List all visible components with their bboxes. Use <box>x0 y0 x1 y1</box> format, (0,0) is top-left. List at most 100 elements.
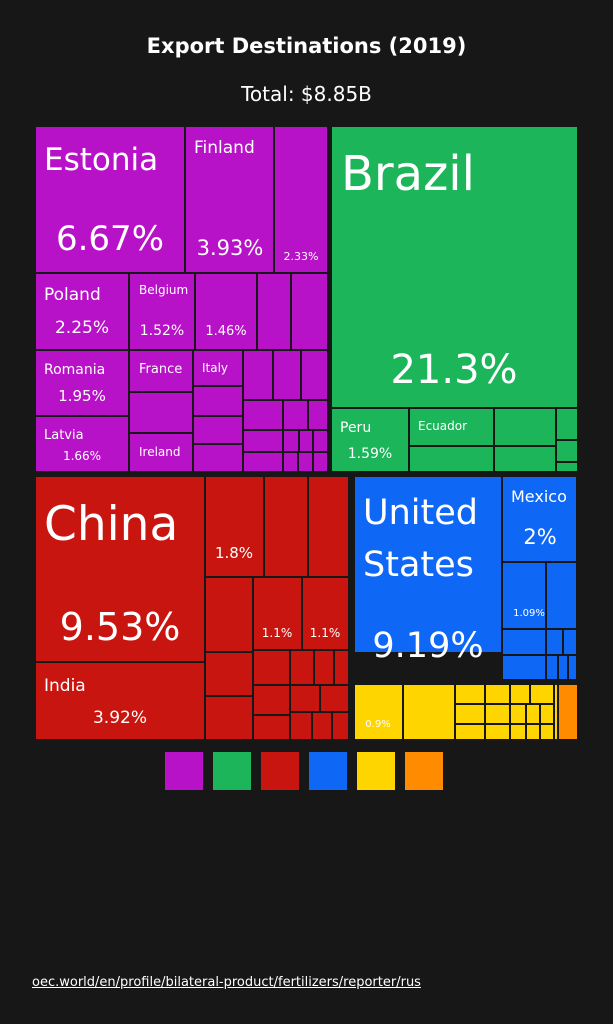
treemap-tile-small <box>312 451 329 473</box>
tile-label: Ecuador <box>418 419 467 433</box>
treemap-tile <box>273 125 329 274</box>
treemap-tile <box>34 415 130 473</box>
tile-value: 9.53% <box>60 605 181 649</box>
tile-value: 1.59% <box>348 446 392 462</box>
treemap-tile <box>301 576 350 651</box>
treemap-tile-small <box>331 711 350 741</box>
treemap-tile <box>330 407 410 473</box>
treemap-tile <box>34 661 206 741</box>
treemap-tile-small <box>204 651 254 697</box>
tile-label: India <box>44 676 86 696</box>
tile-label: Belgium <box>139 283 188 297</box>
treemap-tile-small <box>242 429 284 453</box>
tile-value: 2.25% <box>55 318 109 338</box>
treemap-tile-small <box>555 407 579 441</box>
treemap-tile-small <box>307 475 350 578</box>
tile-value: 0.9% <box>365 719 390 730</box>
legend-swatch[interactable] <box>357 752 395 790</box>
tile-value: 1.46% <box>205 324 246 339</box>
tile-label: China <box>44 497 178 552</box>
treemap-tile <box>353 475 503 654</box>
tile-value: 2% <box>523 525 556 549</box>
treemap-tile <box>501 561 547 630</box>
treemap-tile <box>330 125 579 409</box>
tile-value: 1.09% <box>513 608 545 619</box>
legend-swatch[interactable] <box>165 752 203 790</box>
chart-subtitle: Total: $8.85B <box>241 82 372 106</box>
tile-label: Estonia <box>44 142 158 178</box>
treemap-tile-small <box>529 683 555 705</box>
treemap-tile-small <box>545 654 559 681</box>
tile-label: Brazil <box>341 146 475 202</box>
treemap-tile <box>204 475 265 578</box>
treemap-tile-small <box>192 415 244 445</box>
treemap-tile-small <box>493 407 557 447</box>
treemap-tile-small <box>192 385 244 417</box>
treemap-tile <box>128 272 196 351</box>
tile-value: 1.95% <box>58 387 106 405</box>
treemap-tile-small <box>319 684 350 713</box>
legend-swatch[interactable] <box>213 752 251 790</box>
treemap-tile-small <box>298 429 314 453</box>
legend-swatch[interactable] <box>405 752 443 790</box>
treemap-tile-small <box>282 451 299 473</box>
tile-value: 3.93% <box>197 236 264 260</box>
treemap-tile-small <box>311 711 333 741</box>
source-link[interactable]: oec.world/en/profile/bilateral-product/f… <box>32 975 421 990</box>
treemap-tile-small <box>555 439 579 463</box>
treemap-tile-small <box>300 349 329 401</box>
treemap-tile-small <box>263 475 309 578</box>
treemap-tile-small <box>289 649 315 686</box>
treemap-tile-small <box>408 445 495 473</box>
tile-label: Italy <box>202 361 228 375</box>
treemap-tile-small <box>252 684 291 716</box>
treemap-chart: Estonia 6.67% Finland 3.93% 2.33% Poland 2.25%… <box>34 125 579 741</box>
treemap-tile <box>128 349 194 393</box>
treemap-tile <box>192 349 244 387</box>
treemap-tile-small <box>289 684 321 713</box>
tile-label: Peru <box>340 420 371 436</box>
treemap-tile-small <box>313 649 335 686</box>
chart-title: Export Destinations (2019) <box>146 34 467 58</box>
treemap-tile <box>184 125 275 274</box>
tile-label: France <box>139 362 182 377</box>
treemap-tile-small <box>242 399 284 431</box>
treemap-tile-small <box>545 561 578 630</box>
tile-label: Finland <box>194 138 255 158</box>
treemap-tile-small <box>484 683 511 705</box>
legend <box>165 752 443 790</box>
treemap-tile-small <box>402 683 456 741</box>
treemap-tile-small <box>312 429 329 453</box>
treemap-tile-small <box>557 654 569 681</box>
treemap-tile-small <box>307 399 329 431</box>
tile-value: 1.66% <box>63 449 101 463</box>
treemap-tile-small <box>545 628 564 656</box>
treemap-tile-small <box>567 654 578 681</box>
treemap-tile-small <box>204 576 254 653</box>
treemap-tile-small <box>192 443 244 473</box>
treemap-tile <box>408 407 495 447</box>
treemap-tile-small <box>282 399 309 431</box>
treemap-tile-small <box>454 723 486 741</box>
tile-value: 9.19% <box>372 626 483 666</box>
tile-value: 3.92% <box>93 708 147 728</box>
treemap-tile <box>34 349 130 417</box>
tile-value: 1.52% <box>140 323 184 339</box>
treemap-tile <box>353 683 404 741</box>
treemap-tile-small <box>333 649 350 686</box>
treemap-tile-small <box>501 628 547 656</box>
treemap-tile <box>34 475 206 663</box>
legend-swatch[interactable] <box>261 752 299 790</box>
treemap-tile-small <box>493 445 557 473</box>
treemap-tile-small <box>484 723 511 741</box>
tile-value: 21.3% <box>390 347 517 393</box>
tile-label: Ireland <box>139 445 181 459</box>
treemap-tile-small <box>484 703 511 725</box>
treemap-tile-small <box>256 272 292 351</box>
treemap-tile-small <box>454 703 486 725</box>
treemap-tile-small <box>539 723 555 741</box>
legend-swatch[interactable] <box>309 752 347 790</box>
treemap-tile-small <box>509 723 527 741</box>
treemap-tile-small <box>297 451 314 473</box>
treemap-tile-small <box>290 272 329 351</box>
